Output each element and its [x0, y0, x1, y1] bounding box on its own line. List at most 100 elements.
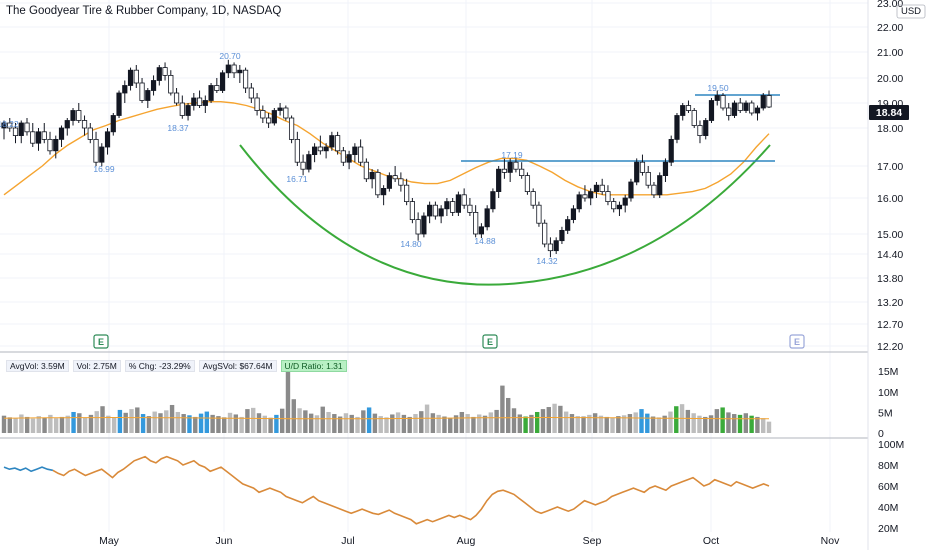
volume-bar — [59, 416, 65, 433]
candle — [409, 198, 415, 224]
candle-body — [139, 82, 145, 101]
volume-tick-label: 15M — [878, 366, 898, 378]
volume-bar — [308, 413, 314, 433]
volume-bar — [320, 406, 325, 433]
candle-body — [323, 146, 329, 152]
candle — [438, 205, 444, 224]
candle — [99, 143, 105, 167]
rs-tick-label: 80M — [878, 460, 898, 472]
stat-chg: % Chg: -23.29% — [124, 360, 195, 372]
candle — [323, 143, 329, 159]
volume-bar — [587, 414, 592, 433]
candle — [260, 105, 266, 123]
volume-bar — [662, 415, 667, 433]
candle — [536, 201, 542, 227]
candle — [450, 198, 456, 216]
candle-body — [225, 64, 231, 74]
candle-body — [18, 122, 24, 136]
candle — [81, 115, 88, 136]
candle-body — [593, 184, 600, 192]
candle-body — [651, 184, 657, 196]
volume-bar — [697, 415, 702, 433]
candle — [553, 237, 559, 254]
earnings-marker-box — [93, 334, 109, 349]
volume-bar — [274, 414, 279, 433]
rs-tick-label: 100M — [878, 439, 904, 451]
volume-bar — [53, 418, 59, 433]
candle — [294, 131, 300, 166]
candle-body — [542, 222, 548, 245]
volume-bar — [233, 414, 239, 433]
volume-bar — [714, 409, 720, 433]
candle — [432, 201, 438, 220]
earnings-marker-label: E — [487, 337, 493, 347]
volume-bar — [268, 417, 273, 433]
candle — [335, 131, 341, 155]
volume-tick-label: 0 — [878, 428, 884, 440]
candle — [703, 118, 709, 140]
candle — [588, 188, 594, 206]
candle — [593, 182, 600, 198]
candle-body — [473, 211, 479, 235]
candle-body — [191, 97, 197, 106]
candle-body — [478, 226, 485, 235]
volume-bar — [314, 415, 320, 433]
volume-bar — [71, 411, 76, 433]
volume-bar — [581, 416, 586, 433]
candle-body — [703, 120, 709, 136]
candle-body — [53, 138, 59, 152]
rs-axis: 100M 80M 60M 40M 20M — [878, 439, 904, 535]
rs-tick-label: 60M — [878, 481, 898, 493]
candle-body — [208, 85, 214, 101]
candle — [496, 166, 502, 198]
candle-body — [450, 201, 456, 213]
volume-bar — [419, 411, 424, 433]
volume-bar — [193, 416, 198, 433]
candle-body — [421, 215, 427, 235]
candle — [93, 131, 99, 166]
price-label: 20.70 — [219, 51, 241, 61]
volume-bar — [19, 414, 24, 433]
volume-bar — [674, 406, 679, 433]
candle-body — [312, 146, 318, 155]
candle — [542, 219, 548, 248]
candle — [1, 120, 7, 140]
candle — [363, 158, 369, 182]
candle-body — [737, 102, 743, 111]
volume-bar — [349, 414, 354, 433]
candle — [225, 59, 231, 78]
candle — [58, 125, 65, 147]
candle — [35, 128, 42, 151]
candle — [720, 93, 726, 111]
candle — [237, 65, 243, 83]
price-tick-label: 17.00 — [877, 161, 903, 173]
candle — [392, 166, 398, 182]
volume-bar — [378, 416, 383, 433]
candle-body — [680, 105, 686, 116]
volume-bar — [708, 415, 714, 433]
price-labels: 18.22 16.99 18.37 20.70 16.71 14.80 14.88 17.19… — [0, 51, 729, 266]
candle — [634, 158, 640, 186]
candle-body — [369, 171, 375, 180]
time-axis: May Jun Jul Aug Sep Oct Nov — [99, 535, 840, 547]
candle-body — [605, 191, 611, 203]
candle-body — [754, 107, 761, 114]
candle — [168, 70, 174, 96]
relative-strength-line — [52, 455, 770, 525]
candle-body — [582, 194, 588, 199]
currency-box[interactable] — [896, 4, 926, 19]
candle — [398, 172, 404, 192]
cup-pattern-curve — [239, 144, 771, 286]
earnings-marker: E — [93, 334, 109, 349]
earnings-marker: E — [482, 334, 498, 349]
volume-bar — [639, 409, 644, 433]
candle — [375, 169, 381, 198]
candle — [530, 188, 536, 209]
candle-body — [461, 194, 467, 206]
candle — [317, 135, 323, 155]
candle-body — [720, 95, 726, 109]
candle — [421, 212, 427, 238]
volume-bar — [749, 415, 754, 433]
price-tick-label: 14.40 — [877, 249, 903, 261]
